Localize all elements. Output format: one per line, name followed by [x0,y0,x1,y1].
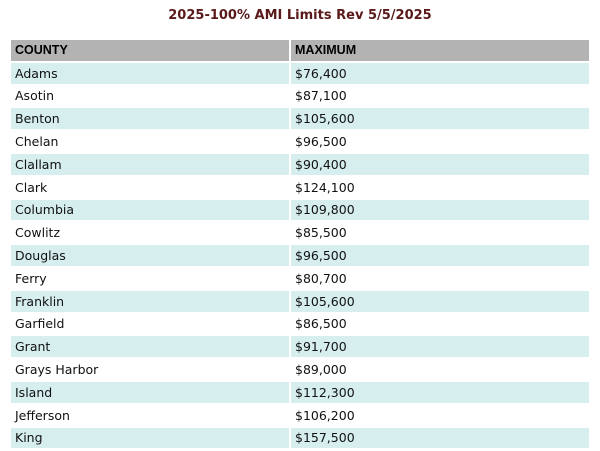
table-row: Cowlitz $85,500 [11,222,589,244]
maximum-cell: $80,700 [291,267,589,289]
table-row: Garfield $86,500 [11,313,589,335]
ami-limits-table: COUNTY MAXIMUM Adams $76,400 Asotin $87,100… [9,38,591,450]
maximum-cell: $91,700 [291,336,589,358]
county-cell: Cowlitz [11,222,289,244]
maximum-cell: $106,200 [291,404,589,426]
county-cell: Franklin [11,290,289,312]
table-row: Jefferson $106,200 [11,404,589,426]
table-row: Asotin $87,100 [11,85,589,107]
table-row: Columbia $109,800 [11,199,589,221]
table-body: Adams $76,400 Asotin $87,100 Benton $105,600 C… [11,62,589,449]
county-cell: King [11,427,289,449]
maximum-cell: $87,100 [291,85,589,107]
table-row: Clark $124,100 [11,176,589,198]
county-cell: Island [11,381,289,403]
column-header-maximum[interactable]: MAXIMUM [291,40,589,61]
table-row: King $157,500 [11,427,589,449]
table-row: Grays Harbor $89,000 [11,359,589,380]
table-header-row: COUNTY MAXIMUM [11,40,589,61]
maximum-cell: $96,500 [291,245,589,266]
maximum-cell: $76,400 [291,62,589,84]
county-cell: Asotin [11,85,289,107]
county-cell: Adams [11,62,289,84]
maximum-cell: $105,600 [291,290,589,312]
table-row: Grant $91,700 [11,336,589,358]
table-row: Franklin $105,600 [11,290,589,312]
county-cell: Columbia [11,199,289,221]
maximum-cell: $109,800 [291,199,589,221]
county-cell: Ferry [11,267,289,289]
maximum-cell: $157,500 [291,427,589,449]
county-cell: Clallam [11,153,289,175]
maximum-cell: $89,000 [291,359,589,380]
maximum-cell: $86,500 [291,313,589,335]
county-cell: Benton [11,108,289,130]
table-row: Douglas $96,500 [11,245,589,266]
county-cell: Chelan [11,131,289,152]
table-row: Benton $105,600 [11,108,589,130]
maximum-cell: $96,500 [291,131,589,152]
maximum-cell: $112,300 [291,381,589,403]
county-cell: Douglas [11,245,289,266]
table-row: Clallam $90,400 [11,153,589,175]
county-cell: Grant [11,336,289,358]
maximum-cell: $105,600 [291,108,589,130]
column-header-county[interactable]: COUNTY [11,40,289,61]
maximum-cell: $124,100 [291,176,589,198]
table-row: Island $112,300 [11,381,589,403]
table-row: Chelan $96,500 [11,131,589,152]
county-cell: Grays Harbor [11,359,289,380]
county-cell: Clark [11,176,289,198]
page-title: 2025-100% AMI Limits Rev 5/5/2025 [168,8,432,23]
maximum-cell: $85,500 [291,222,589,244]
table-row: Adams $76,400 [11,62,589,84]
county-cell: Jefferson [11,404,289,426]
maximum-cell: $90,400 [291,153,589,175]
county-cell: Garfield [11,313,289,335]
table-row: Ferry $80,700 [11,267,589,289]
